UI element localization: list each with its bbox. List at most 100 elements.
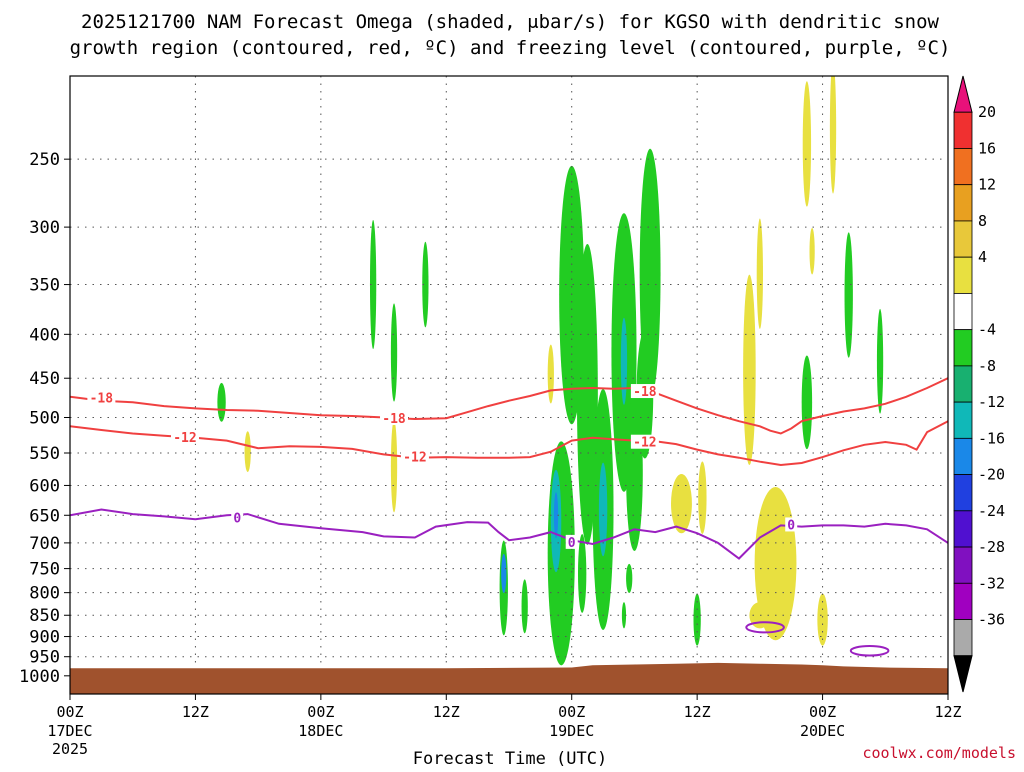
- x-tick-label-72: 00Z: [809, 703, 836, 721]
- x-tick-label-48: 00Z: [558, 703, 585, 721]
- colorbar-label-13: -36: [978, 611, 1005, 629]
- omega-blob-3: [422, 241, 429, 328]
- omega-blob-30: [756, 218, 763, 329]
- x-tick-label-60: 12Z: [684, 703, 711, 721]
- contour-label-bg--18-0: [87, 390, 116, 405]
- contour-label-bg-0-0: [231, 510, 244, 525]
- contour-layer: -18 -18 -18 -12 -12 -12 0 0 0: [70, 377, 948, 657]
- chart-title-line-2: growth region (contoured, red, ºC) and f…: [70, 37, 951, 59]
- colorbar-swatch-6: [953, 293, 973, 331]
- y-tick-label-800: 800: [29, 584, 60, 604]
- contour-label-bg--12-1: [400, 449, 429, 464]
- colorbar-swatch-5: [953, 256, 973, 294]
- colorbar-label-12: -32: [978, 574, 1005, 592]
- x-year-label-0: 2025: [52, 740, 88, 758]
- contour-label--18-1: -18: [382, 412, 406, 427]
- x-date-label-72: 20DEC: [800, 722, 845, 740]
- chart-title-line-1: 2025121700 NAM Forecast Omega (shaded, μ…: [81, 11, 939, 33]
- contour-line--12: [70, 420, 948, 467]
- omega-blob-33: [817, 593, 828, 646]
- y-tick-label-750: 750: [29, 560, 60, 580]
- contour-label-bg--18-1: [380, 410, 409, 425]
- omega-blob-34: [802, 81, 812, 207]
- omega-blob-39: [876, 308, 884, 414]
- y-tick-label-400: 400: [29, 325, 60, 345]
- contour-label-bg-0-2: [785, 517, 798, 532]
- colorbar-swatch-4: [953, 220, 973, 258]
- colorbar-label-11: -28: [978, 538, 1005, 556]
- terrain-fill: [70, 662, 948, 694]
- contour-label-bg-0-1: [565, 534, 578, 549]
- contour-line--18: [70, 377, 948, 435]
- colorbar-label-0: 20: [978, 103, 996, 121]
- contour-label-bg--12-2: [630, 434, 659, 449]
- colorbar-swatch-2: [953, 148, 973, 186]
- colorbar-label-10: -24: [978, 502, 1005, 520]
- y-tick-label-500: 500: [29, 408, 60, 428]
- omega-blob-26: [671, 473, 692, 534]
- contour-ring-2: [849, 644, 890, 657]
- omega-blob-2: [390, 303, 398, 402]
- y-tick-label-700: 700: [29, 534, 60, 554]
- omega-blob-35: [829, 76, 837, 194]
- y-tick-label-300: 300: [29, 218, 60, 238]
- colorbar-label-2: 12: [978, 176, 996, 194]
- colorbar-label-4: 4: [978, 248, 987, 266]
- contour-label--18-2: -18: [633, 385, 657, 400]
- grid-layer: [70, 76, 948, 694]
- colorbar-swatch-8: [953, 365, 973, 403]
- colorbar-swatch-14: [953, 582, 973, 620]
- y-tick-label-600: 600: [29, 476, 60, 496]
- omega-blob-6: [390, 420, 398, 513]
- omega-blob-27: [698, 461, 707, 534]
- omega-blob-11: [547, 441, 575, 666]
- omega-blob-13: [553, 492, 559, 539]
- colorbar-label-8: -16: [978, 429, 1005, 447]
- colorbar-swatch-3: [953, 184, 973, 222]
- x-date-label-24: 18DEC: [298, 722, 343, 740]
- credit-text: coolwx.com/models: [862, 744, 1016, 762]
- omega-blob-18: [598, 462, 608, 557]
- omega-blob-37: [844, 232, 853, 358]
- colorbar-swatch-10: [953, 437, 973, 475]
- colorbar-arrow-top: [953, 75, 973, 113]
- omega-blob-10: [521, 579, 528, 634]
- y-axis: 2503003504004505005506006507007508008509…: [19, 150, 70, 687]
- contour-line-0: [70, 508, 948, 560]
- colorbar-swatch-12: [953, 510, 973, 548]
- colorbar-swatch-15: [953, 619, 973, 657]
- colorbar-label-9: -20: [978, 466, 1005, 484]
- omega-blob-29: [743, 274, 756, 466]
- omega-blob-38: [801, 355, 813, 450]
- contour-label-bg--18-2: [630, 384, 659, 399]
- contour-label--12-2: -12: [633, 436, 656, 451]
- omega-blob-1: [369, 220, 377, 350]
- x-date-label-48: 19DEC: [549, 722, 594, 740]
- omega-blob-9: [501, 553, 507, 594]
- plot-frame: [69, 75, 949, 695]
- colorbar-label-6: -8: [978, 357, 996, 375]
- colorbar-swatch-1: [953, 111, 973, 149]
- colorbar-label-7: -12: [978, 393, 1005, 411]
- contour-label--12-1: -12: [403, 451, 426, 466]
- contour-label-bg--12-0: [170, 429, 199, 444]
- x-tick-label-12: 12Z: [182, 703, 209, 721]
- contour-label-0-0: 0: [233, 512, 241, 527]
- omega-blob-24: [626, 563, 633, 593]
- colorbar-swatch-7: [953, 329, 973, 367]
- x-tick-label-24: 00Z: [307, 703, 334, 721]
- colorbar-label-1: 16: [978, 139, 996, 157]
- x-tick-label-0: 00Z: [56, 703, 83, 721]
- contour-label--12-0: -12: [173, 431, 196, 446]
- colorbar-label-5: -4: [978, 321, 996, 339]
- omega-blob-7: [547, 344, 554, 404]
- x-tick-label-36: 12Z: [433, 703, 460, 721]
- contour-label--18-0: -18: [90, 391, 114, 406]
- colorbar-swatch-9: [953, 401, 973, 439]
- x-tick-label-84: 12Z: [934, 703, 961, 721]
- omega-blob-16: [577, 534, 587, 613]
- y-tick-label-850: 850: [29, 606, 60, 626]
- omega-blob-28: [693, 593, 701, 646]
- omega-blob-20: [620, 317, 628, 405]
